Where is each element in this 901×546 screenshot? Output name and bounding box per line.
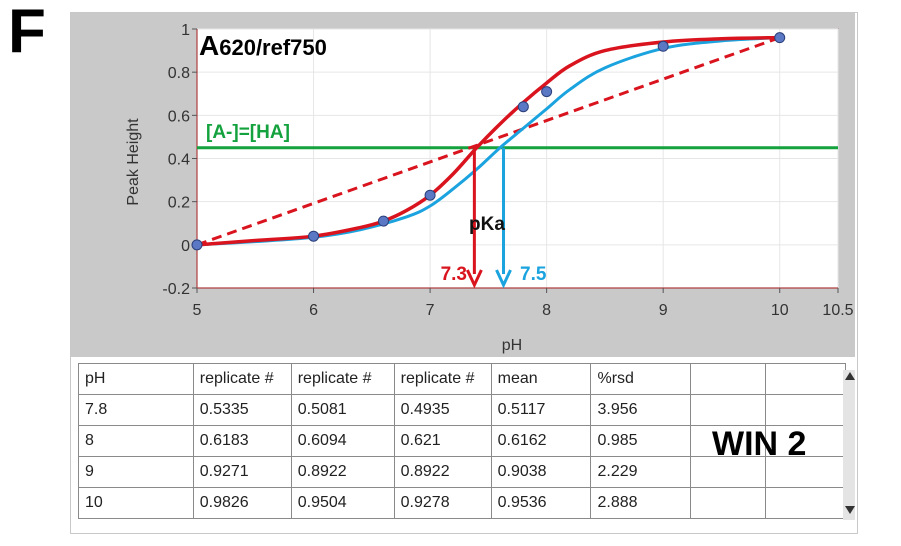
blue-pka-value: 7.5: [520, 264, 547, 285]
scroll-up-icon[interactable]: [845, 372, 855, 380]
panel-label: F: [8, 0, 46, 66]
table-cell[interactable]: 0.9038: [490, 456, 592, 488]
y-tick-label: 0: [181, 238, 190, 255]
table-cell[interactable]: 7.8: [78, 394, 194, 426]
x-tick-label: 5: [193, 302, 202, 319]
table-header-cell[interactable]: replicate #: [192, 363, 292, 395]
x-tick-label: 9: [659, 302, 668, 319]
data-point: [657, 40, 669, 52]
table-header-cell[interactable]: [765, 363, 846, 395]
data-point: [191, 239, 203, 251]
y-tick-label: 0.8: [168, 65, 190, 82]
table-cell[interactable]: [690, 394, 767, 426]
table-cell[interactable]: [690, 425, 767, 457]
red-pka-value: 7.3: [441, 264, 467, 285]
y-axis-label: Peak Height: [125, 118, 142, 206]
table-header-cell[interactable]: replicate #: [290, 363, 395, 395]
y-tick-label: 1: [181, 22, 190, 39]
blue-pka-arrow-head: [495, 269, 512, 289]
axis-ticks: 5 6 7 8 9 10 10.5 -0.2 0 0.2 0.4 0.6 0.8 1: [162, 22, 853, 319]
x-tick-label: 6: [309, 302, 318, 319]
table-header-cell[interactable]: [690, 363, 767, 395]
table-row: 9 0.9271 0.8922 0.8922 0.9038 2.229: [78, 456, 846, 488]
table-cell[interactable]: 0.9536: [490, 487, 592, 519]
table-cell[interactable]: 0.9504: [290, 487, 395, 519]
table-cell[interactable]: [765, 487, 846, 519]
data-table-container: pH replicate # replicate # replicate # mean%…: [78, 363, 846, 528]
vertical-scrollbar[interactable]: [843, 370, 855, 520]
table-row: 10 0.9826 0.9504 0.9278 0.9536 2.888: [78, 487, 846, 519]
data-point: [541, 86, 553, 98]
table-cell[interactable]: 0.5081: [290, 394, 395, 426]
x-tick-label: 10: [771, 302, 789, 319]
linear-dashed-line: [196, 36, 781, 247]
table-cell[interactable]: 0.985: [590, 425, 692, 457]
chart-title-rest: 620/ref750: [219, 35, 327, 60]
table-cell[interactable]: [690, 487, 767, 519]
table-cell[interactable]: 0.8922: [393, 456, 492, 488]
chart-title-initial: A: [199, 30, 219, 61]
table-cell[interactable]: 0.9826: [192, 487, 292, 519]
red-fit-curve: [196, 35, 780, 247]
pka-annotation: pKa: [469, 214, 505, 235]
table-row: 7.8 0.5335 0.5081 0.4935 0.5117 3.956: [78, 394, 846, 426]
table-row: 8 0.6183 0.6094 0.621 0.6162 0.985: [78, 425, 846, 457]
table-cell[interactable]: 0.9271: [192, 456, 292, 488]
table-cell[interactable]: 8: [78, 425, 194, 457]
chart-title: A620/ref750: [199, 30, 327, 61]
win-label: WIN 2: [712, 425, 807, 463]
table-cell[interactable]: [765, 394, 846, 426]
table-cell[interactable]: 0.8922: [290, 456, 395, 488]
x-axis-label: pH: [502, 337, 522, 354]
data-point: [308, 230, 320, 242]
table-header-row: pH replicate # replicate # replicate # mean%…: [78, 363, 846, 395]
x-tick-label: 8: [542, 302, 551, 319]
table-cell[interactable]: 2.229: [590, 456, 692, 488]
reference-line-label: [A-]=[HA]: [206, 122, 290, 143]
table-cell[interactable]: 9: [78, 456, 194, 488]
table-cell[interactable]: 0.6162: [490, 425, 592, 457]
table-header-cell[interactable]: mean: [490, 363, 592, 395]
table-cell[interactable]: 0.5117: [490, 394, 592, 426]
table-header-cell[interactable]: pH: [78, 363, 194, 395]
data-table: pH replicate # replicate # replicate # mean%…: [78, 363, 846, 519]
data-point: [517, 101, 529, 113]
data-point: [377, 215, 389, 227]
y-tick-label: 0.2: [168, 195, 190, 212]
red-pka-arrow-head: [466, 269, 483, 289]
table-cell[interactable]: 0.621: [393, 425, 492, 457]
table-cell[interactable]: 0.5335: [192, 394, 292, 426]
data-point: [774, 32, 786, 44]
scroll-down-icon[interactable]: [845, 506, 855, 514]
y-tick-label: 0.6: [168, 108, 190, 125]
y-tick-label: -0.2: [162, 281, 190, 298]
x-tick-label: 10.5: [822, 302, 853, 319]
x-tick-label: 7: [426, 302, 435, 319]
table-cell[interactable]: 0.6183: [192, 425, 292, 457]
table-cell[interactable]: 0.9278: [393, 487, 492, 519]
chart-marks: [191, 32, 838, 289]
data-point: [424, 189, 436, 201]
table-cell[interactable]: 10: [78, 487, 194, 519]
table-header-cell[interactable]: %rsd: [590, 363, 692, 395]
table-cell[interactable]: 3.956: [590, 394, 692, 426]
table-cell[interactable]: 0.6094: [290, 425, 395, 457]
blue-fit-curve: [196, 36, 780, 247]
table-header-cell[interactable]: replicate #: [393, 363, 492, 395]
table-cell[interactable]: 2.888: [590, 487, 692, 519]
table-cell[interactable]: 0.4935: [393, 394, 492, 426]
y-tick-label: 0.4: [168, 152, 190, 169]
